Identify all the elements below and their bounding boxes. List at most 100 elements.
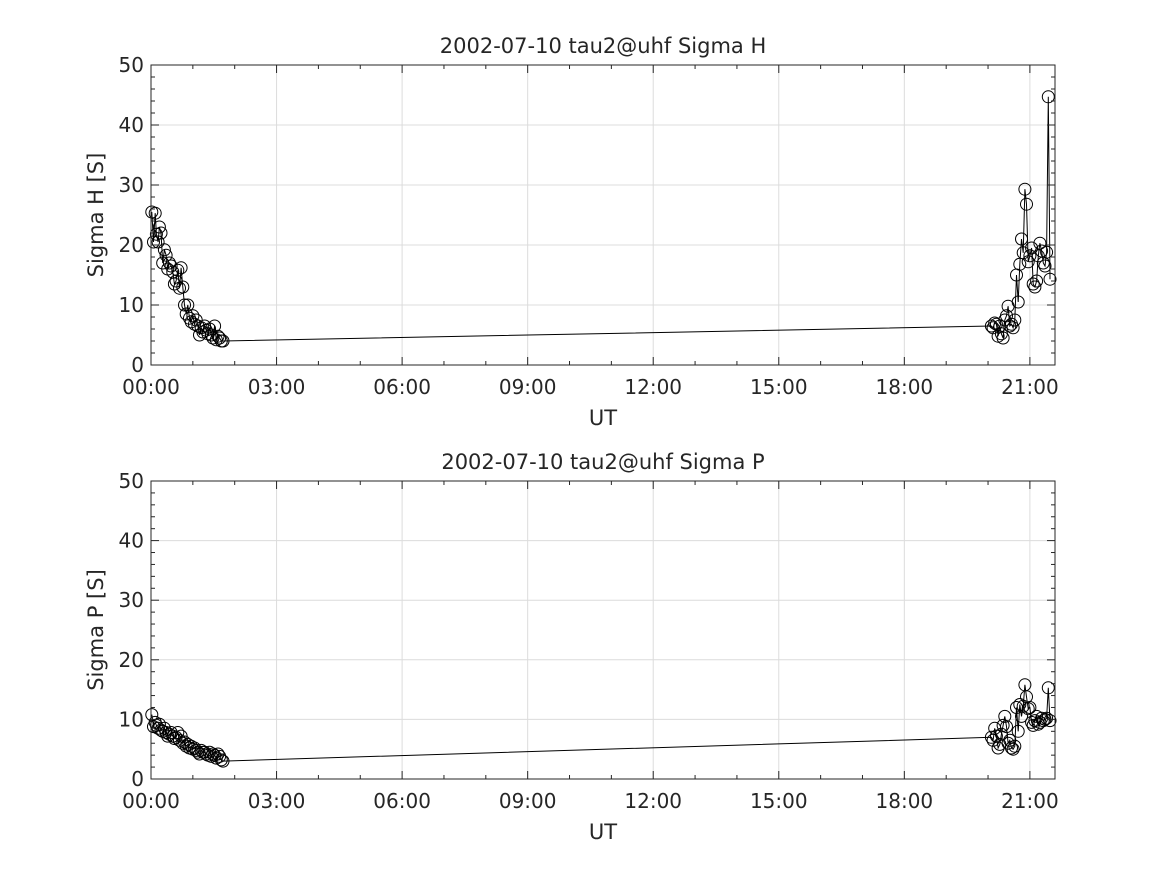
data-point-marker — [179, 307, 193, 321]
y-tick-label: 40 — [119, 113, 144, 137]
grid — [150, 480, 1055, 780]
x-tick-label: 06:00 — [373, 375, 431, 399]
data-point-marker — [998, 709, 1012, 723]
data-point-marker — [171, 263, 185, 277]
data-point-marker — [1015, 232, 1028, 246]
series — [145, 678, 1057, 768]
data-point-marker — [171, 726, 185, 739]
x-tick-label: 03:00 — [248, 375, 306, 399]
data-point-marker — [1011, 295, 1025, 309]
data-point-marker — [186, 309, 200, 323]
data-point-marker — [216, 754, 230, 768]
y-tick-label: 30 — [119, 588, 144, 612]
x-tick-label: 18:00 — [876, 789, 934, 813]
data-point-marker — [1015, 709, 1028, 723]
grid — [150, 64, 1055, 366]
data-point-marker — [1026, 277, 1040, 291]
y-tick-label: 0 — [131, 353, 144, 377]
ticks: 00:00 03:00 06:00 09:00 12:00 15:00 18:00 21:00… — [119, 469, 1059, 813]
x-tick-label: 12:00 — [624, 375, 682, 399]
data-point-marker — [1030, 274, 1044, 288]
data-point-marker — [1020, 197, 1033, 211]
data-point-marker — [1000, 720, 1013, 734]
data-point-marker — [1005, 741, 1018, 755]
data-point-marker — [1021, 255, 1035, 269]
data-point-marker — [991, 329, 1005, 343]
data-point-marker — [147, 235, 160, 249]
series-line — [151, 96, 1051, 342]
y-tick-label: 10 — [119, 293, 144, 317]
data-point-marker — [208, 319, 222, 333]
data-point-marker — [213, 331, 227, 345]
data-point-marker — [1041, 90, 1055, 104]
data-point-marker — [211, 329, 225, 343]
data-point-marker — [174, 261, 188, 275]
data-point-marker — [1031, 249, 1045, 263]
data-point-marker — [1040, 711, 1054, 725]
data-point-marker — [159, 248, 173, 262]
axes-frame — [150, 480, 1056, 780]
y-tick-label: 20 — [119, 648, 144, 672]
data-point-marker — [1043, 272, 1057, 286]
data-point-marker — [1040, 245, 1054, 259]
y-tick-label: 50 — [119, 469, 144, 493]
x-tick-label: 12:00 — [624, 789, 682, 813]
y-tick-label: 40 — [119, 529, 144, 553]
x-tick-label: 06:00 — [373, 789, 431, 813]
data-point-marker — [184, 315, 198, 329]
data-point-marker — [214, 753, 228, 767]
chart-sigma-p: 00:00 03:00 06:00 09:00 12:00 15:00 18:00 21:00… — [84, 450, 1059, 844]
data-point-marker — [178, 298, 191, 312]
data-point-marker — [189, 743, 203, 757]
data-point-marker — [1041, 681, 1055, 695]
x-tick-label: 09:00 — [499, 789, 557, 813]
chart-title: 2002-07-10 tau2@uhf Sigma H — [440, 34, 766, 58]
data-point-marker — [216, 334, 230, 348]
x-tick-label: 00:00 — [122, 375, 180, 399]
x-tick-label: 09:00 — [499, 375, 557, 399]
data-point-marker — [162, 256, 176, 270]
data-point-marker — [198, 745, 212, 759]
ticks: 00:00 03:00 06:00 09:00 12:00 15:00 18:00 21:00… — [119, 53, 1059, 399]
y-tick-label: 10 — [119, 707, 144, 731]
data-point-marker — [1021, 702, 1035, 716]
series-line — [151, 684, 1051, 762]
data-point-marker — [152, 717, 166, 731]
x-tick-label: 00:00 — [122, 789, 180, 813]
data-point-marker — [1011, 724, 1025, 738]
data-point-marker — [1033, 236, 1047, 250]
data-point-marker — [149, 227, 163, 241]
data-point-marker — [984, 319, 998, 333]
data-point-marker — [167, 732, 181, 745]
data-point-marker — [996, 331, 1010, 345]
data-point-marker — [167, 277, 181, 291]
x-tick-label: 03:00 — [248, 789, 306, 813]
x-tick-label: 15:00 — [750, 789, 808, 813]
axes-frame — [150, 64, 1056, 366]
data-point-marker — [1025, 241, 1039, 255]
data-point-marker — [1006, 742, 1020, 756]
data-point-marker — [1043, 714, 1057, 728]
x-axis-label: UT — [589, 406, 617, 430]
chart-sigma-h: 00:00 03:00 06:00 09:00 12:00 15:00 18:00 21:00… — [84, 34, 1059, 430]
x-tick-label: 21:00 — [1001, 375, 1059, 399]
data-point-marker — [164, 259, 178, 273]
data-point-marker — [1036, 714, 1050, 728]
data-point-marker — [157, 243, 171, 257]
data-point-marker — [151, 235, 165, 249]
data-point-marker — [181, 298, 195, 312]
data-point-marker — [984, 730, 998, 744]
x-tick-label: 18:00 — [876, 375, 934, 399]
data-point-marker — [1038, 259, 1052, 273]
data-point-marker — [152, 220, 166, 234]
y-axis-label: Sigma H [S] — [84, 153, 108, 278]
data-point-marker — [1008, 739, 1022, 753]
data-point-marker — [176, 736, 190, 750]
data-point-marker — [1006, 321, 1020, 335]
y-tick-label: 30 — [119, 173, 144, 197]
data-point-marker — [176, 280, 190, 294]
x-tick-label: 15:00 — [750, 375, 808, 399]
y-axis-label: Sigma P [S] — [84, 569, 108, 691]
data-point-marker — [196, 325, 210, 339]
